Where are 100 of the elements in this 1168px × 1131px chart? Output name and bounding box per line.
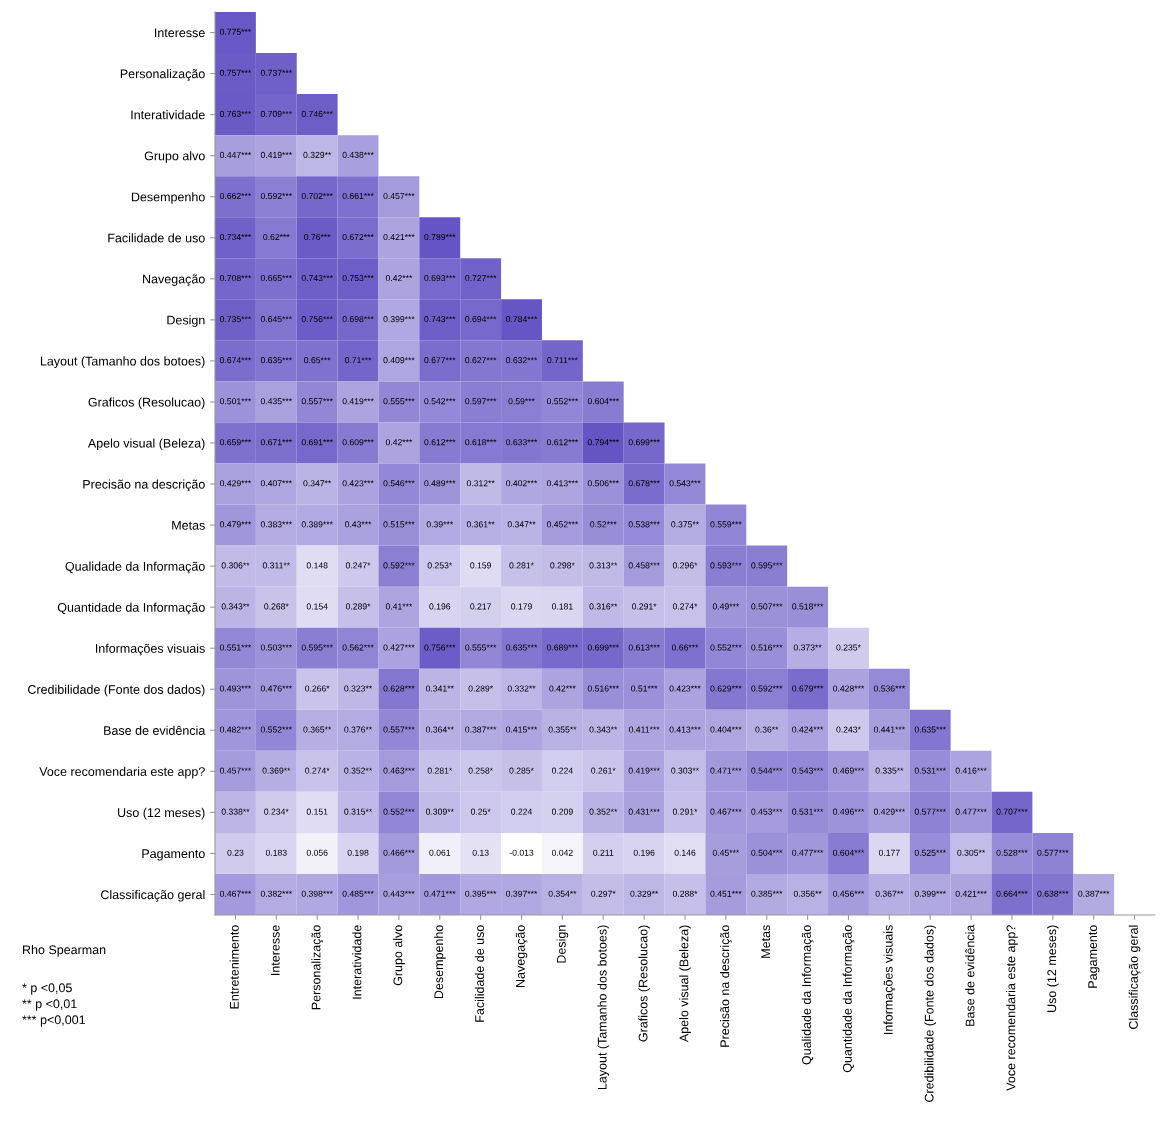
y-tick-label: Quantidade da Informação: [57, 602, 205, 615]
data-label: 0.698***: [342, 316, 374, 323]
data-label: 0.466***: [383, 849, 415, 856]
data-label: 0.367**: [875, 890, 904, 897]
data-label: 0.25*: [470, 808, 491, 815]
data-label: 0.702***: [301, 192, 333, 200]
y-tick-label: Base de evidência: [104, 725, 206, 735]
data-label: 0.496***: [833, 808, 865, 815]
data-label: 0.234*: [264, 808, 289, 815]
data-label: 0.635***: [260, 357, 292, 364]
data-label: 0.196: [633, 849, 655, 856]
data-label: 0.677***: [424, 357, 456, 364]
data-label: 0.268*: [264, 603, 289, 610]
data-label: 0.376**: [344, 726, 373, 733]
data-label: 0.289*: [468, 685, 493, 692]
data-label: 0.343**: [589, 726, 618, 733]
data-label: 0.552***: [546, 398, 579, 405]
data-label: 0.543***: [669, 480, 701, 487]
data-label: 0.179: [511, 603, 532, 610]
x-tick-label: Interesse: [270, 925, 280, 975]
data-label: 0.609***: [342, 439, 374, 446]
data-label: 0.628***: [383, 685, 415, 692]
data-label: 0.387***: [465, 726, 497, 733]
data-label: 0.258*: [468, 767, 493, 774]
data-label: 0.36**: [755, 726, 779, 733]
data-label: 0.288*: [672, 890, 698, 897]
data-label: 0.341**: [425, 685, 454, 692]
data-label: 0.518***: [792, 603, 824, 610]
data-label: 0.421***: [383, 233, 415, 241]
data-label: 0.347**: [507, 521, 536, 528]
text: Rho Spearman: [23, 945, 106, 957]
data-label: 0.42***: [385, 275, 413, 282]
data-label: 0.274*: [672, 603, 698, 610]
x-tick-label: Layout (Tamanho dos botoes): [597, 925, 610, 1090]
x-tick-label: Uso (12 meses): [1047, 925, 1059, 1012]
data-label: 0.061: [429, 849, 451, 856]
data-label: 0.485***: [342, 890, 374, 897]
data-label: 0.387***: [1078, 890, 1110, 897]
data-label: 0.402***: [506, 480, 538, 487]
data-label: 0.613***: [628, 644, 660, 651]
data-label: 0.298*: [550, 562, 575, 569]
data-label: 0.679***: [792, 685, 824, 692]
data-label: 0.542***: [424, 398, 456, 405]
data-label: 0.303**: [671, 767, 699, 774]
data-label: 0.457***: [219, 767, 252, 774]
data-label: 0.595***: [751, 562, 783, 569]
data-label: 0.281*: [509, 562, 534, 569]
data-label: 0.154: [306, 603, 328, 610]
data-label: 0.577***: [914, 808, 946, 815]
data-label: 0.419***: [260, 151, 292, 158]
x-tick-label: Pagamento: [1088, 925, 1100, 988]
data-label: 0.431***: [628, 808, 660, 815]
data-label: 0.354**: [548, 890, 577, 897]
data-label: 0.471***: [424, 890, 456, 897]
data-label: 0.369**: [262, 767, 291, 774]
data-label: 0.407***: [260, 480, 292, 487]
data-label: 0.41***: [385, 603, 413, 610]
data-label: 0.43***: [344, 521, 372, 528]
x-tick-label: Graficos (Resolucao): [638, 925, 650, 1042]
data-label: 0.528***: [996, 849, 1028, 856]
data-label: 0.555***: [383, 398, 415, 405]
data-label: 0.735***: [219, 316, 252, 323]
data-label: 0.042: [551, 849, 573, 856]
data-label: 0.463***: [383, 767, 415, 774]
data-label: 0.397***: [506, 890, 538, 897]
y-tick-label: Classificação geral: [101, 889, 205, 902]
data-label: 0.52***: [590, 521, 617, 528]
data-label: 0.672***: [342, 233, 374, 241]
data-label: 0.789***: [424, 233, 456, 241]
data-label: 0.552***: [383, 808, 415, 815]
x-tick-label: Precisão na descrição: [720, 925, 732, 1047]
data-label: 0.71***: [344, 357, 372, 364]
data-label: 0.217: [470, 603, 491, 610]
y-tick-label: Facilidade de uso: [108, 233, 205, 243]
data-label: 0.661***: [342, 192, 374, 200]
data-label: 0.296*: [672, 562, 698, 569]
data-label: 0.756***: [424, 644, 456, 651]
data-label: 0.595***: [301, 644, 333, 651]
data-label: 0.557***: [301, 398, 333, 405]
data-label: 0.76***: [304, 233, 331, 241]
x-tick-label: Metas: [761, 925, 771, 958]
data-label: 0.209: [551, 808, 573, 815]
x-tick-label: Design: [556, 925, 569, 963]
data-label: 0.559***: [710, 521, 742, 528]
data-label: 0.538***: [628, 521, 660, 528]
x-tick-label: Qualidade da Informação: [801, 925, 814, 1065]
data-label: 0.515***: [383, 521, 415, 528]
data-label: 0.699***: [628, 439, 660, 446]
data-label: 0.757***: [219, 69, 252, 76]
data-label: 0.604***: [587, 398, 619, 405]
data-label: 0.543***: [792, 767, 824, 774]
data-label: 0.635***: [914, 726, 946, 733]
data-label: 0.183: [265, 849, 287, 856]
data-label: 0.312**: [466, 480, 495, 487]
data-label: 0.471***: [710, 767, 742, 774]
data-label: 0.552***: [260, 726, 292, 733]
data-label: 0.181: [551, 603, 573, 610]
data-label: 0.562***: [342, 644, 374, 651]
data-label: 0.504***: [751, 849, 783, 856]
data-label: 0.507***: [751, 603, 783, 610]
